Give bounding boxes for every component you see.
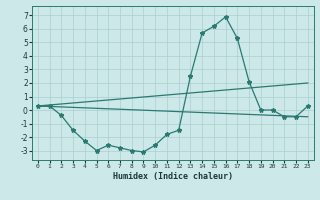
- X-axis label: Humidex (Indice chaleur): Humidex (Indice chaleur): [113, 172, 233, 181]
